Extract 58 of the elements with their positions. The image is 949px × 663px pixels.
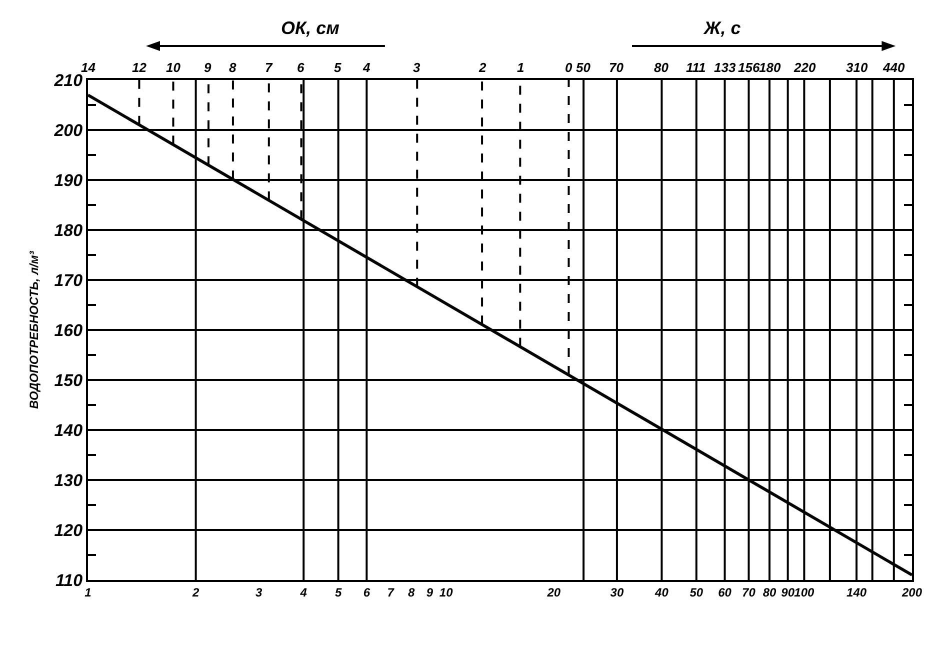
annotation: 70 [609,60,624,75]
text: ОК, см [281,18,340,38]
annotation: 2 [478,60,487,75]
x-tick-label: 3 [256,585,263,600]
x-tick-label: 100 [794,585,815,600]
annotation: 180 [759,60,782,75]
y-tick-label: 170 [54,270,84,290]
annotation: 80 [654,60,670,75]
y-tick-label: 190 [54,170,84,190]
annotation: 9 [204,60,212,75]
annotation: 50 [576,60,592,75]
x-tick-label: 4 [299,585,308,600]
annotation: 10 [166,60,182,75]
x-tick-label: 5 [334,585,342,600]
y-tick-label: 160 [54,320,84,340]
x-tick-label: 140 [846,585,867,600]
annotation: 133 [714,60,736,75]
y-axis-title: ВОДОПОТРЕБНОСТЬ, л/м³ [27,250,42,409]
x-tick-label: 8 [408,585,416,600]
y-tick-label: 200 [53,120,84,140]
x-tick-label: 30 [610,585,624,600]
text: 14 [81,60,96,75]
y-tick-label: 110 [55,570,84,590]
x-tick-label: 20 [546,585,561,600]
x-tick-label: 80 [762,585,776,600]
annotation: 111 [686,60,706,75]
x-tick-label: 10 [439,585,454,600]
x-tick-label: 6 [363,585,370,600]
x-tick-label: 60 [718,585,732,600]
x-tick-label: 70 [742,585,756,600]
y-tick-label: 180 [54,220,84,240]
annotation: 7 [265,60,273,75]
y-tick-label: 120 [54,520,84,540]
x-tick-label: 200 [900,585,922,600]
annotation: 3 [413,60,421,75]
y-tick-label: 150 [54,370,84,390]
annotation: 5 [334,60,342,75]
x-tick-label: 40 [654,585,669,600]
text: Ж, с [703,18,741,38]
x-tick-label: 2 [191,585,200,600]
annotation: 156 [738,60,760,75]
annotation: 4 [362,60,371,75]
x-tick-label: 50 [690,585,704,600]
annotation: 220 [793,60,816,75]
annotation: 12 [132,60,148,75]
annotation: 440 [882,60,906,75]
y-tick-label: 130 [54,470,84,490]
annotation: 6 [297,60,305,75]
y-tick-label: 210 [53,70,84,90]
x-tick-label: 9 [426,585,434,600]
x-tick-label: 7 [387,585,396,600]
y-tick-label: 140 [54,420,84,440]
annotation: 310 [846,60,868,75]
x-tick-label: 1 [84,585,92,600]
annotation: 1 [517,60,524,75]
annotation: 8 [229,60,237,75]
annotation: 0 [565,60,573,75]
x-tick-label: 90 [781,585,795,600]
